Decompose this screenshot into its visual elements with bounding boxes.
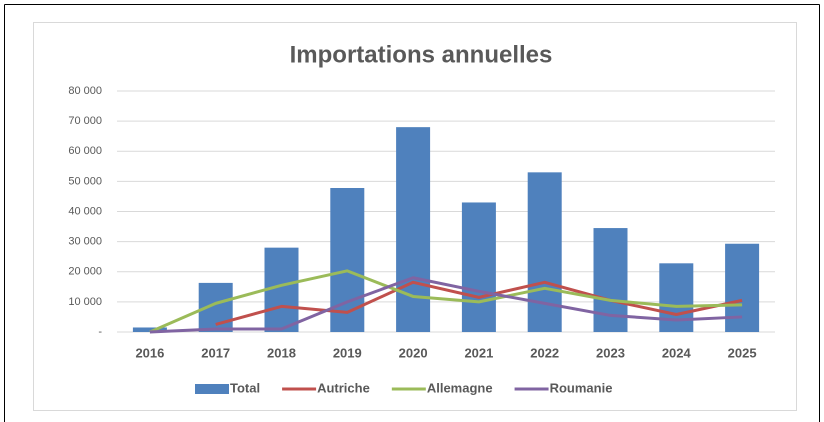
- line: [215, 280, 743, 326]
- x-tick-label: 2016: [135, 345, 164, 360]
- y-tick-label: 80 000: [68, 85, 102, 97]
- y-tick-label: 10 000: [68, 296, 102, 308]
- y-tick-label: 70 000: [68, 115, 102, 127]
- bar: [527, 172, 562, 332]
- x-tick-label: 2021: [464, 345, 493, 360]
- x-tick-label: 2017: [201, 345, 230, 360]
- legend-label: Autriche: [317, 380, 370, 395]
- legend-swatch: [195, 384, 229, 394]
- y-tick-label: 30 000: [68, 236, 102, 248]
- x-tick-label: 2020: [399, 345, 428, 360]
- y-tick-label: 50 000: [68, 175, 102, 187]
- legend-label: Roumanie: [550, 380, 613, 395]
- x-tick-label: 2018: [267, 345, 296, 360]
- x-tick-label: 2024: [662, 345, 692, 360]
- bar: [396, 127, 431, 333]
- y-tick-label: -: [98, 326, 102, 338]
- bar: [461, 202, 496, 332]
- legend-label: Total: [230, 380, 260, 395]
- bar: [659, 263, 694, 332]
- line: [149, 276, 743, 334]
- x-tick-label: 2019: [333, 345, 362, 360]
- y-tick-label: 40 000: [68, 205, 102, 217]
- x-tick-label: 2022: [530, 345, 559, 360]
- chart-title: Importations annuelles: [290, 41, 553, 68]
- line: [149, 269, 743, 334]
- legend-label: Allemagne: [427, 380, 493, 395]
- x-tick-label: 2025: [728, 345, 757, 360]
- bar: [132, 327, 167, 332]
- x-tick-label: 2023: [596, 345, 625, 360]
- y-tick-label: 60 000: [68, 145, 102, 157]
- y-tick-label: 20 000: [68, 266, 102, 278]
